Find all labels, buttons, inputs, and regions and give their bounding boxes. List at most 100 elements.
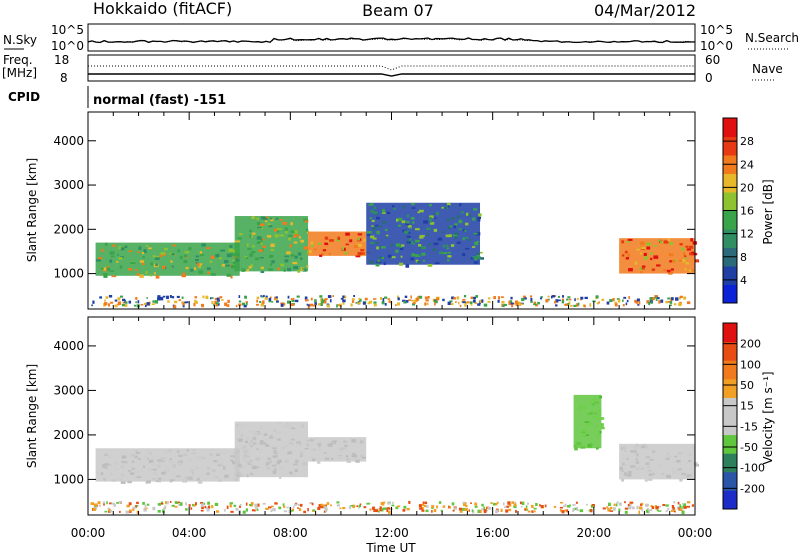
echo-cell <box>120 473 125 476</box>
clutter-cell <box>182 302 185 306</box>
echo-cell <box>127 481 132 484</box>
colorbar-segment <box>723 210 737 230</box>
colorbar-tick-label: 24 <box>740 158 754 171</box>
clutter-cell <box>283 505 286 508</box>
clutter-cell <box>403 300 407 304</box>
echo-cell <box>157 464 161 468</box>
echo-cell <box>138 246 142 250</box>
echo-cell <box>636 447 641 450</box>
clutter-cell <box>628 506 632 510</box>
clutter-cell <box>544 504 547 508</box>
echo-cell <box>249 234 252 238</box>
clutter-cell <box>177 501 181 504</box>
clutter-cell <box>463 295 467 298</box>
echo-cell <box>627 474 632 477</box>
clutter-cell <box>510 296 513 300</box>
clutter-cell <box>92 300 95 304</box>
clutter-cell <box>451 296 455 300</box>
clutter-cell <box>278 506 282 510</box>
clutter-cell <box>451 502 455 506</box>
echo-cell <box>131 467 135 470</box>
colorbar-tick-label: 8 <box>740 251 747 264</box>
clutter-cell <box>300 503 303 507</box>
clutter-cell <box>421 503 425 507</box>
echo-cell <box>146 480 151 484</box>
echo-cell <box>336 455 342 460</box>
clutter-cell <box>321 299 325 302</box>
clutter-cell <box>656 509 659 512</box>
echo-cell <box>230 275 233 279</box>
echo-cell <box>221 452 227 455</box>
beam-title: Beam 07 <box>362 1 434 20</box>
clutter-cell <box>336 504 340 507</box>
clutter-cell <box>163 507 166 510</box>
clutter-cell <box>261 295 265 298</box>
echo-cell <box>366 231 372 234</box>
nave-label: Nave <box>752 62 783 76</box>
echo-cell <box>184 251 190 254</box>
clutter-cell <box>440 509 443 512</box>
echo-cell <box>259 256 264 259</box>
echo-cell <box>128 250 133 253</box>
clutter-cell <box>691 504 695 507</box>
colorbar-segment <box>723 266 737 285</box>
echo-cell <box>201 243 206 247</box>
clutter-cell <box>323 299 327 302</box>
echo-cell <box>98 257 103 260</box>
clutter-cell <box>423 504 427 508</box>
clutter-cell <box>673 510 676 513</box>
echo-cell <box>441 230 445 234</box>
clutter-cell <box>627 503 630 507</box>
clutter-cell <box>555 299 559 303</box>
clutter-cell <box>307 304 311 307</box>
clutter-cell <box>219 296 223 299</box>
clutter-cell <box>418 504 422 508</box>
echo-cell <box>276 431 281 435</box>
echo-cell <box>216 453 220 457</box>
clutter-cell <box>350 303 353 307</box>
echo-cell <box>293 235 297 238</box>
echo-cell <box>164 247 168 251</box>
echo-cell <box>446 247 450 250</box>
clutter-cell <box>306 299 309 302</box>
echo-cell <box>157 459 162 462</box>
clutter-cell <box>119 295 123 298</box>
echo-cell <box>426 232 429 237</box>
clutter-cell <box>324 301 327 304</box>
echo-cell <box>378 256 383 259</box>
clutter-cell <box>529 295 533 298</box>
echo-cell <box>258 449 262 453</box>
echo-cell <box>647 469 652 472</box>
echo-cell <box>237 438 243 442</box>
clutter-cell <box>673 303 677 306</box>
clutter-cell <box>351 298 355 301</box>
clutter-cell <box>270 505 274 508</box>
clutter-cell <box>625 302 628 306</box>
echo-cell <box>621 240 625 244</box>
echo-cell <box>447 205 450 208</box>
clutter-cell <box>522 295 526 298</box>
clutter-cell <box>470 303 473 306</box>
echo-cell <box>296 443 301 446</box>
clutter-cell <box>463 502 467 505</box>
echo-cell <box>381 209 385 213</box>
echo-cell <box>239 232 243 236</box>
echo-cell <box>361 252 365 255</box>
clutter-cell <box>514 300 519 304</box>
clutter-cell <box>479 509 482 514</box>
echo-cell <box>96 259 101 262</box>
echo-cell <box>466 212 469 216</box>
clutter-cell <box>90 502 95 505</box>
clutter-cell <box>97 501 101 505</box>
echo-cell <box>406 214 410 218</box>
echo-cell <box>207 466 211 470</box>
echo-cell <box>218 479 222 482</box>
clutter-cell <box>650 504 653 508</box>
echo-cell <box>271 260 275 264</box>
clutter-cell <box>655 297 658 302</box>
clutter-cell <box>340 298 344 300</box>
echo-cell <box>255 257 259 261</box>
clutter-cell <box>483 303 488 307</box>
clutter-cell <box>397 297 400 301</box>
